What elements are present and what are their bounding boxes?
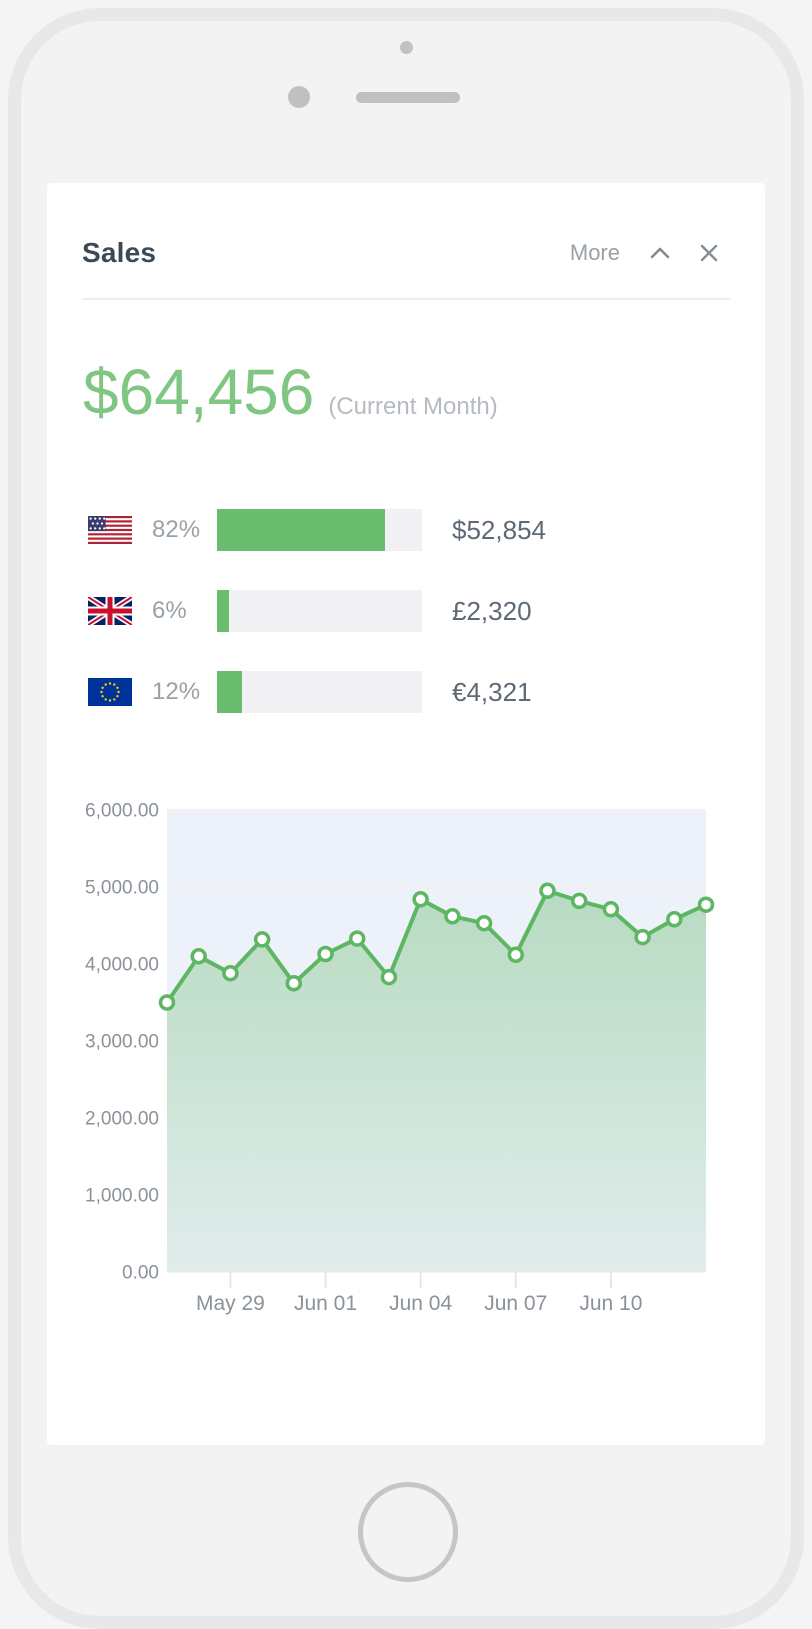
- sales-widget-card: Sales More $64,456 (Current Month): [47, 183, 765, 1445]
- progress-bar: [217, 509, 422, 551]
- percent-label: 82%: [152, 516, 201, 543]
- svg-text:4,000.00: 4,000.00: [85, 955, 159, 976]
- period-label: (Current Month): [328, 393, 498, 420]
- progress-fill: [217, 671, 242, 713]
- currency-row-gbp: 6% £2,320: [88, 590, 532, 632]
- svg-text:5,000.00: 5,000.00: [85, 878, 159, 899]
- card-header: Sales More: [82, 221, 718, 285]
- svg-text:6,000.00: 6,000.00: [85, 801, 159, 822]
- uk-flag-icon: [88, 597, 132, 625]
- currency-amount: £2,320: [452, 595, 532, 626]
- page-title: Sales: [82, 237, 157, 268]
- svg-text:0.00: 0.00: [122, 1263, 159, 1284]
- sales-area-chart: 0.00 1,000.00 2,000.00 3,000.00 4,000.00 5,00…: [85, 801, 715, 1315]
- home-button[interactable]: [358, 1482, 458, 1582]
- percent-label: 6%: [152, 597, 187, 624]
- svg-text:2,000.00: 2,000.00: [85, 1109, 159, 1130]
- us-flag-icon: [88, 516, 132, 544]
- svg-text:3,000.00: 3,000.00: [85, 1032, 159, 1053]
- svg-text:May 29: May 29: [196, 1292, 265, 1315]
- svg-text:Jun 07: Jun 07: [484, 1292, 547, 1315]
- svg-text:Jun 10: Jun 10: [579, 1292, 642, 1315]
- close-icon[interactable]: [700, 244, 718, 262]
- sales-summary: $64,456 (Current Month): [83, 356, 498, 428]
- header-divider: [82, 298, 730, 300]
- svg-text:1,000.00: 1,000.00: [85, 1186, 159, 1207]
- sensor-dot-icon: [288, 86, 310, 108]
- percent-label: 12%: [152, 678, 201, 705]
- eu-flag-icon: [88, 678, 132, 706]
- progress-fill: [217, 590, 230, 632]
- front-camera-icon: [400, 41, 413, 54]
- currency-amount: $52,854: [452, 514, 546, 545]
- chevron-up-icon[interactable]: [650, 247, 670, 259]
- svg-text:Jun 01: Jun 01: [294, 1292, 357, 1315]
- currency-row-eur: 12% €4,321: [88, 671, 532, 713]
- progress-bar: [217, 671, 422, 713]
- currency-amount: €4,321: [452, 676, 532, 707]
- progress-fill: [217, 509, 386, 551]
- header-actions: More: [570, 240, 718, 266]
- progress-bar: [217, 590, 422, 632]
- total-sales-amount: $64,456: [83, 356, 315, 428]
- currency-row-usd: 82% $52,854: [88, 509, 546, 551]
- sales-chart: 0.00 1,000.00 2,000.00 3,000.00 4,000.00 5,00…: [67, 783, 727, 1343]
- svg-text:Jun 04: Jun 04: [389, 1292, 452, 1315]
- speaker-grille: [356, 92, 460, 103]
- more-button[interactable]: More: [569, 240, 620, 265]
